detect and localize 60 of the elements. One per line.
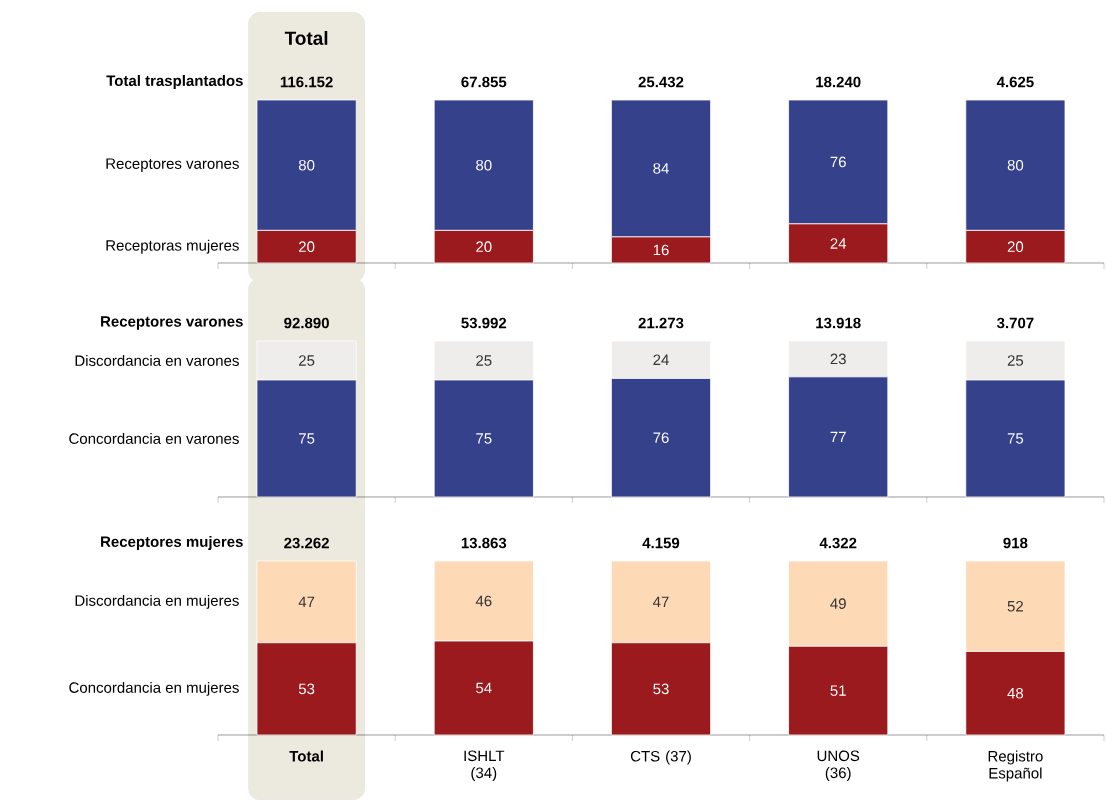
data-label: 76 [653,432,669,444]
chart-title: Receptores varones [101,316,243,330]
data-label: 24 [830,238,847,249]
annotation: 4.159 [642,537,680,549]
data-label: 20 [299,241,315,252]
annotation: 116.152 [280,76,333,88]
data-label: 53 [298,683,315,695]
x-tick-label: CTS (37) [630,750,691,765]
annotation: 3.707 [996,317,1034,329]
annotation: 918 [1003,537,1028,549]
data-label: 52 [1007,600,1023,612]
data-label: 25 [476,355,492,366]
series-label: Receptores varones [106,158,239,172]
annotation: 21.273 [638,317,684,329]
data-label: 20 [1007,241,1024,252]
annotation: 53.992 [461,317,507,329]
chart-title: Receptores mujeres [101,536,243,550]
text: Total [284,31,328,45]
series-label: Concordancia en mujeres [69,681,239,696]
data-label: 47 [298,596,315,608]
data-label: 53 [653,683,669,695]
data-label: 46 [475,595,492,607]
series-label: Discordancia en mujeres [75,594,239,609]
series-label: Discordancia en varones [75,354,239,366]
data-label: 75 [299,433,315,444]
data-label: 77 [830,431,846,443]
data-label: 54 [476,682,492,694]
x-tick-label: ISHLT (34) [464,750,505,782]
series-label: Concordancia en varones [69,432,239,444]
data-label: 75 [476,433,492,444]
data-label: 47 [653,596,669,608]
data-label: 16 [653,244,669,256]
data-label: 76 [830,156,846,168]
annotation: 23.262 [284,537,329,549]
data-label: 25 [299,355,315,366]
annotation: 18.240 [816,76,861,88]
annotation: 25.432 [638,76,684,88]
data-label: 25 [1007,355,1024,366]
data-label: 48 [1007,687,1024,699]
annotation: 92.890 [284,317,329,329]
data-label: 51 [830,685,846,696]
annotation: 4.625 [996,76,1034,88]
data-label: 75 [1007,433,1024,444]
data-label: 24 [653,354,669,365]
x-tick-label: UNOS (36) [817,750,860,782]
data-label: 20 [476,241,492,252]
data-label: 84 [653,163,669,174]
x-tick-label: Total [289,750,323,762]
x-tick-label: Registro Español [988,750,1043,782]
series-label: Receptoras mujeres [106,239,239,254]
data-label: 23 [830,353,846,365]
annotation: 13.863 [461,537,507,549]
annotation: 4.322 [819,537,857,549]
data-label: 80 [476,159,492,171]
data-label: 80 [1007,159,1024,171]
data-label: 49 [830,598,846,609]
annotation: 67.855 [461,76,507,88]
chart-title: Total trasplantados [106,75,243,89]
annotation: 13.918 [816,317,861,329]
data-label: 80 [298,159,315,171]
